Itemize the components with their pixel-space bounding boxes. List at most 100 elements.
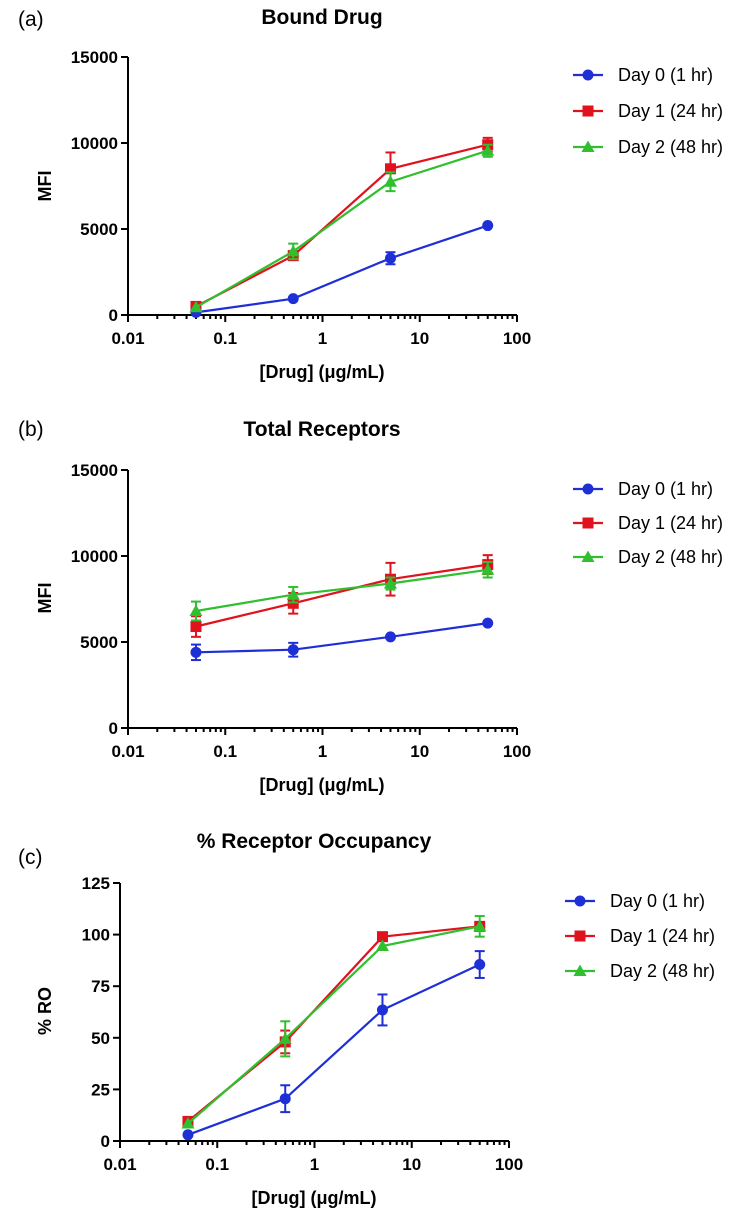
chart-title: Bound Drug xyxy=(261,6,382,29)
panel-letter: (a) xyxy=(18,8,44,31)
chart-title: % Receptor Occupancy xyxy=(197,830,432,853)
legend-label: Day 1 (24 hr) xyxy=(618,513,723,533)
series-line xyxy=(187,925,480,1125)
legend-item: Day 1 (24 hr) xyxy=(573,101,723,121)
x-tick-label: 1 xyxy=(318,329,327,348)
x-tick-label: 0.01 xyxy=(111,329,144,348)
y-tick-label: 0 xyxy=(109,306,118,325)
series-line xyxy=(195,563,488,628)
y-tick-label: 100 xyxy=(82,926,110,945)
series-line xyxy=(195,143,488,308)
data-point xyxy=(482,220,494,232)
series-line xyxy=(195,622,488,654)
y-tick-label: 5000 xyxy=(80,220,118,239)
data-point xyxy=(287,644,299,656)
y-tick-label: 75 xyxy=(91,977,110,996)
data-point xyxy=(189,300,203,313)
series-line xyxy=(187,963,481,1136)
data-point xyxy=(481,563,495,575)
legend-item: Day 1 (24 hr) xyxy=(573,513,723,533)
legend-marker xyxy=(582,69,594,81)
y-tick-label: 25 xyxy=(91,1080,110,1099)
data-point xyxy=(278,1032,292,1044)
x-tick-label: 10 xyxy=(402,1155,421,1174)
panel-letter: (b) xyxy=(18,418,44,441)
plot-area: 0.01 0.1 1 10 100 0 5000 10000 15000 Day 0 (1 hr)… xyxy=(71,48,723,348)
legend-marker xyxy=(574,930,586,942)
legend-label: Day 2 (48 hr) xyxy=(618,137,723,157)
data-point xyxy=(286,588,300,600)
legend-marker xyxy=(573,964,587,976)
legend-marker xyxy=(582,105,594,117)
data-point xyxy=(286,244,300,257)
x-tick-label: 0.1 xyxy=(213,329,237,348)
data-point xyxy=(474,959,486,971)
series-line xyxy=(195,224,489,314)
series-line xyxy=(195,568,488,613)
legend-marker xyxy=(581,140,595,152)
data-point xyxy=(481,144,495,156)
y-tick-label: 10000 xyxy=(71,547,118,566)
x-tick-label: 10 xyxy=(410,742,429,761)
data-point xyxy=(375,939,389,951)
x-tick-label: 10 xyxy=(410,329,429,348)
legend-item: Day 1 (24 hr) xyxy=(565,926,715,946)
data-point xyxy=(190,646,202,658)
x-tick-label: 0.01 xyxy=(103,1155,136,1174)
legend-marker xyxy=(582,483,594,495)
legend-marker xyxy=(582,517,594,529)
chart-panel-bound-drug: (a) Bound Drug [Drug] (μg/mL) MFI 0.01 0.… xyxy=(18,6,723,382)
y-tick-label: 15000 xyxy=(71,461,118,480)
data-point xyxy=(383,175,397,187)
y-tick-label: 50 xyxy=(91,1029,110,1048)
series-line xyxy=(195,149,489,309)
data-point xyxy=(376,931,388,943)
legend-item: Day 0 (1 hr) xyxy=(565,891,705,911)
x-axis-label: [Drug] (μg/mL) xyxy=(260,775,385,795)
x-tick-label: 100 xyxy=(503,329,531,348)
x-axis-label: [Drug] (μg/mL) xyxy=(260,362,385,382)
x-tick-label: 1 xyxy=(318,742,327,761)
legend-label: Day 2 (48 hr) xyxy=(610,961,715,981)
legend-item: Day 0 (1 hr) xyxy=(573,479,713,499)
legend-label: Day 1 (24 hr) xyxy=(610,926,715,946)
legend-item: Day 2 (48 hr) xyxy=(565,961,715,981)
y-axis-label: MFI xyxy=(35,583,55,614)
data-point xyxy=(384,163,396,175)
data-point xyxy=(384,252,396,264)
x-axis-label: [Drug] (μg/mL) xyxy=(252,1188,377,1208)
y-tick-label: 0 xyxy=(101,1132,110,1151)
data-point xyxy=(473,919,487,932)
data-point xyxy=(482,617,494,629)
data-point xyxy=(287,293,299,305)
legend-item: Day 0 (1 hr) xyxy=(573,65,713,85)
legend-label: Day 1 (24 hr) xyxy=(618,101,723,121)
x-tick-label: 1 xyxy=(310,1155,319,1174)
legend-item: Day 2 (48 hr) xyxy=(573,137,723,157)
data-point xyxy=(190,621,202,633)
x-tick-label: 0.1 xyxy=(205,1155,229,1174)
y-tick-label: 5000 xyxy=(80,633,118,652)
y-tick-label: 125 xyxy=(82,874,110,893)
series-line xyxy=(187,925,480,1123)
data-point xyxy=(189,604,203,617)
data-point xyxy=(376,1004,388,1016)
data-point xyxy=(383,577,397,589)
data-point xyxy=(279,1093,291,1105)
x-tick-label: 0.01 xyxy=(111,742,144,761)
chart-title: Total Receptors xyxy=(243,418,400,441)
data-point xyxy=(384,631,396,643)
plot-area: 0.01 0.1 1 10 100 0 5000 10000 15000 Day 0 (1 hr)… xyxy=(71,461,723,761)
legend-label: Day 2 (48 hr) xyxy=(618,547,723,567)
y-axis-label: MFI xyxy=(35,171,55,202)
y-tick-label: 15000 xyxy=(71,48,118,67)
x-tick-label: 0.1 xyxy=(213,742,237,761)
data-point xyxy=(181,1116,195,1129)
x-tick-label: 100 xyxy=(503,742,531,761)
legend-label: Day 0 (1 hr) xyxy=(610,891,705,911)
legend-label: Day 0 (1 hr) xyxy=(618,65,713,85)
legend-item: Day 2 (48 hr) xyxy=(573,547,723,567)
plot-area: 0.01 0.1 1 10 100 0 25 50 75 100 125 Day 0 (1 hr) Da… xyxy=(82,874,715,1174)
y-axis-label: % RO xyxy=(35,987,55,1035)
